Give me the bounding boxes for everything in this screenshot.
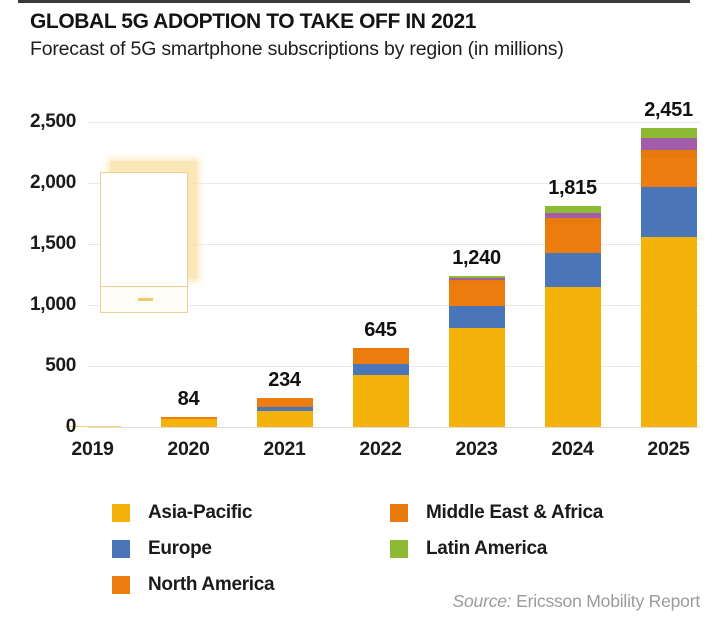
y-axis-tick-label: 2,500 [29, 111, 76, 132]
x-axis-label: 2024 [551, 438, 594, 460]
bar-segment-europe [352, 363, 409, 375]
source-text: Ericsson Mobility Report [511, 591, 700, 611]
x-axis-label: 2022 [359, 438, 402, 460]
legend-label-asia-pacific: Asia-Pacific [148, 502, 253, 523]
bar-segment-unlabeled [640, 137, 697, 150]
legend-label-latin-america: Latin America [426, 538, 548, 559]
bar-segment-north-america [160, 416, 217, 420]
gridline-2500 [88, 121, 700, 123]
source-prefix: Source: [452, 591, 512, 611]
bar-value-label: 1,240 [452, 246, 501, 269]
y-axis-tick-label: 2,000 [29, 172, 76, 193]
y-axis-tick-label: 1,000 [29, 294, 76, 315]
bar-segment-unlabeled [448, 278, 505, 280]
x-axis-label: 2021 [263, 438, 306, 460]
watermark-home-button-icon [138, 298, 153, 301]
legend-swatch-latin-america [390, 540, 408, 558]
bar-segment-north-america [640, 157, 697, 188]
bar-segment-europe [640, 187, 697, 237]
bar-segment-north-america [448, 284, 505, 307]
bar-segment-asia-pacific [448, 328, 505, 427]
legend-swatch-north-america [112, 576, 130, 594]
bar-segment-middle-east-africa [448, 279, 505, 285]
bar-value-label: 1,815 [548, 176, 597, 199]
bar-segment-europe [544, 252, 601, 288]
bar-value-label: 84 [177, 387, 200, 410]
bar-segment-asia-pacific [160, 419, 217, 427]
gridline-0 [88, 426, 700, 428]
y-axis-tick-label: 0 [65, 416, 77, 437]
legend-label-north-america: North America [148, 574, 275, 595]
legend-swatch-europe [112, 540, 130, 558]
x-axis-label: 2020 [167, 438, 210, 460]
bar-segment-north-america [256, 398, 313, 407]
bar-value-label: 234 [268, 369, 301, 392]
bar-segment-europe [448, 306, 505, 329]
bar-segment-north-america [544, 224, 601, 253]
bar-segment-asia-pacific [352, 374, 409, 427]
bar-segment-north-america [352, 350, 409, 364]
gridline-1500 [88, 243, 700, 245]
bar-segment-latin-america [640, 127, 697, 138]
page-subtitle: Forecast of 5G smartphone subscriptions … [30, 38, 564, 60]
y-axis-tick-label: 1,500 [29, 233, 76, 254]
x-axis-label: 2023 [455, 438, 498, 460]
bar-segment-unlabeled [544, 212, 601, 219]
bar-segment-asia-pacific [64, 425, 121, 427]
top-crop-strip [18, 0, 690, 3]
bar-segment-latin-america [448, 275, 505, 279]
bar-segment-europe [256, 406, 313, 412]
bar-segment-asia-pacific [544, 287, 601, 427]
bar-segment-middle-east-africa [544, 218, 601, 225]
gridline-1000 [88, 304, 700, 306]
bar-segment-latin-america [544, 205, 601, 213]
bar-segment-middle-east-africa [640, 149, 697, 158]
y-axis-tick-label: 500 [45, 355, 76, 376]
source-caption: Source: Ericsson Mobility Report [452, 591, 701, 612]
watermark-phone-footer [101, 286, 187, 312]
bar-value-label: 645 [364, 319, 397, 342]
legend-swatch-middle-east-africa [390, 504, 408, 522]
legend-swatch-asia-pacific [112, 504, 130, 522]
gridline-2000 [88, 182, 700, 184]
legend-label-europe: Europe [148, 538, 212, 559]
legend-label-middle-east-africa: Middle East & Africa [426, 502, 604, 523]
bar-segment-asia-pacific [256, 411, 313, 427]
watermark-phone-icon [100, 172, 188, 313]
bar-segment-middle-east-africa [352, 348, 409, 351]
bar-value-label: 2,451 [644, 98, 693, 121]
x-axis-label: 2019 [71, 438, 114, 460]
x-axis-label: 2025 [647, 438, 690, 460]
bar-segment-asia-pacific [640, 236, 697, 427]
page-title: GLOBAL 5G ADOPTION TO TAKE OFF IN 2021 [30, 10, 477, 33]
